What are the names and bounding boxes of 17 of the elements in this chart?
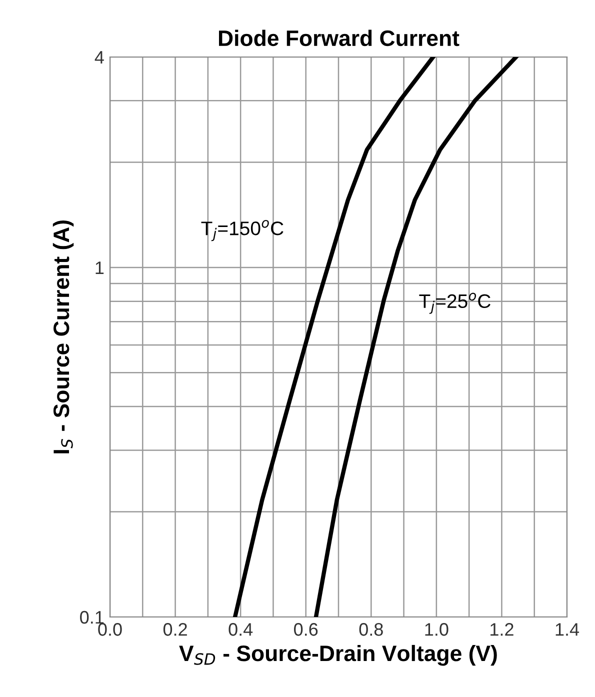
x-tick-label: 1.0	[425, 623, 448, 636]
y-axis-title: I$_{S}$ - Source Current (A)	[52, 220, 74, 454]
chart-title: Diode Forward Current	[218, 30, 460, 46]
y-tick-label: 0.1	[80, 610, 104, 624]
x-tick-label: 0.4	[228, 623, 253, 636]
y-tick-label: 4	[94, 51, 104, 64]
annotation: T$_{j}$=150$^{o}$C	[201, 220, 284, 242]
x-axis-title: V$_{SD}$ - Source-Drain Voltage (V)	[179, 644, 497, 666]
x-tick-label: 0.2	[163, 623, 187, 636]
x-tick-label: 1.4	[556, 623, 580, 636]
x-tick-label: 0.0	[98, 623, 122, 636]
annotation: T$_{j}$=25$^{o}$C	[419, 292, 490, 314]
line-series	[314, 57, 518, 617]
x-tick-label: 0.6	[294, 623, 318, 636]
x-tick-label: 1.2	[490, 623, 514, 636]
x-tick-label: 0.8	[359, 623, 383, 636]
y-tick-label: 1	[96, 262, 104, 274]
